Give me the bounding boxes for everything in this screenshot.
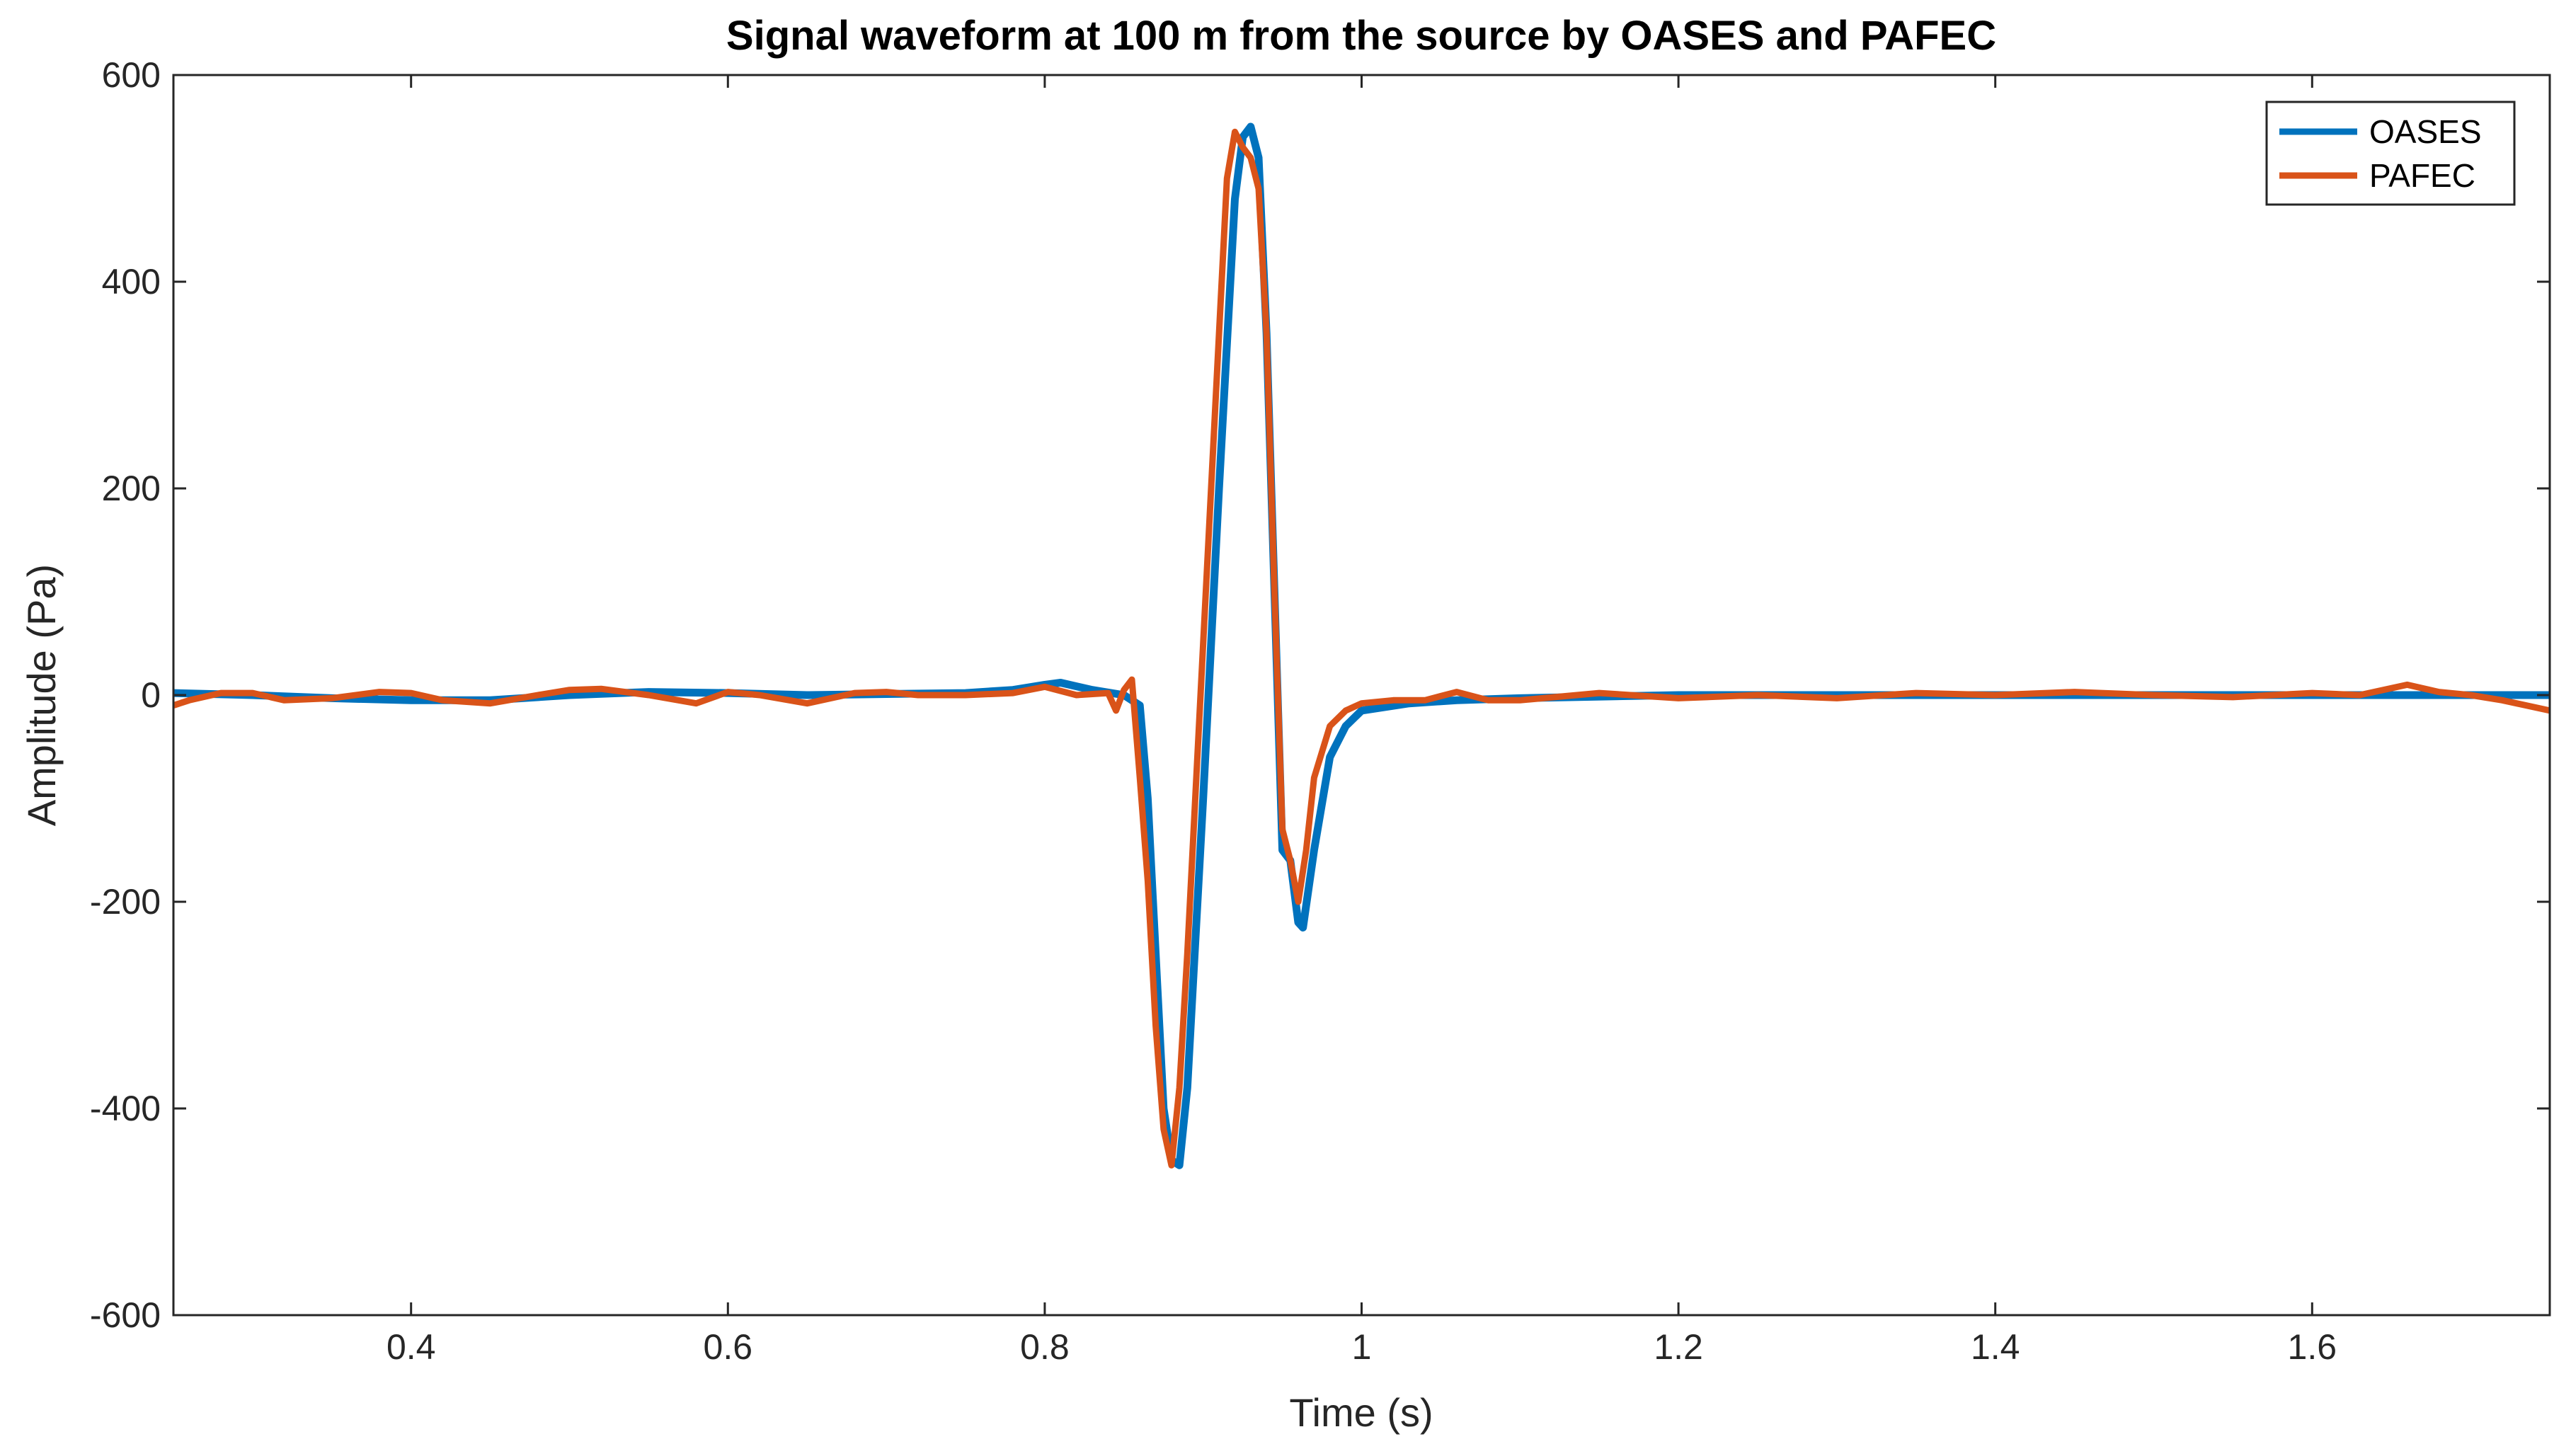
y-tick-label: 0 bbox=[141, 675, 161, 715]
y-tick-label: 400 bbox=[102, 262, 161, 302]
y-axis-title: Amplitude (Pa) bbox=[19, 564, 64, 826]
legend-box bbox=[2265, 101, 2516, 206]
x-tick-label: 1.2 bbox=[1654, 1327, 1703, 1367]
chart-title: Signal waveform at 100 m from the source… bbox=[726, 13, 1996, 59]
series-line-pafec bbox=[173, 128, 2550, 1169]
y-tick-label: 200 bbox=[102, 469, 161, 508]
x-tick-label: 1.4 bbox=[1971, 1327, 2020, 1367]
y-tick-label: -600 bbox=[90, 1295, 161, 1335]
y-tick-label: -400 bbox=[90, 1089, 161, 1128]
x-tick-label: 0.8 bbox=[1020, 1327, 1070, 1367]
x-tick-label: 1.6 bbox=[2288, 1327, 2337, 1367]
x-tick-label: 1 bbox=[1352, 1327, 1372, 1367]
x-tick-label: 0.6 bbox=[704, 1327, 753, 1367]
series-group bbox=[173, 122, 2550, 1169]
y-tick-label: 600 bbox=[102, 55, 161, 95]
legend-label-pafec: PAFEC bbox=[2369, 157, 2475, 194]
legend: OASES PAFEC bbox=[2265, 101, 2516, 206]
plot-area: 0.4 0.6 0.8 1 1.2 1.4 1.6 -600 -400 -200 0 200 400 60… bbox=[90, 55, 2551, 1367]
legend-label-oases: OASES bbox=[2369, 113, 2482, 150]
x-axis-title: Time (s) bbox=[1289, 1390, 1433, 1435]
x-tick-label: 0.4 bbox=[386, 1327, 436, 1367]
y-tick-label: -200 bbox=[90, 882, 161, 922]
